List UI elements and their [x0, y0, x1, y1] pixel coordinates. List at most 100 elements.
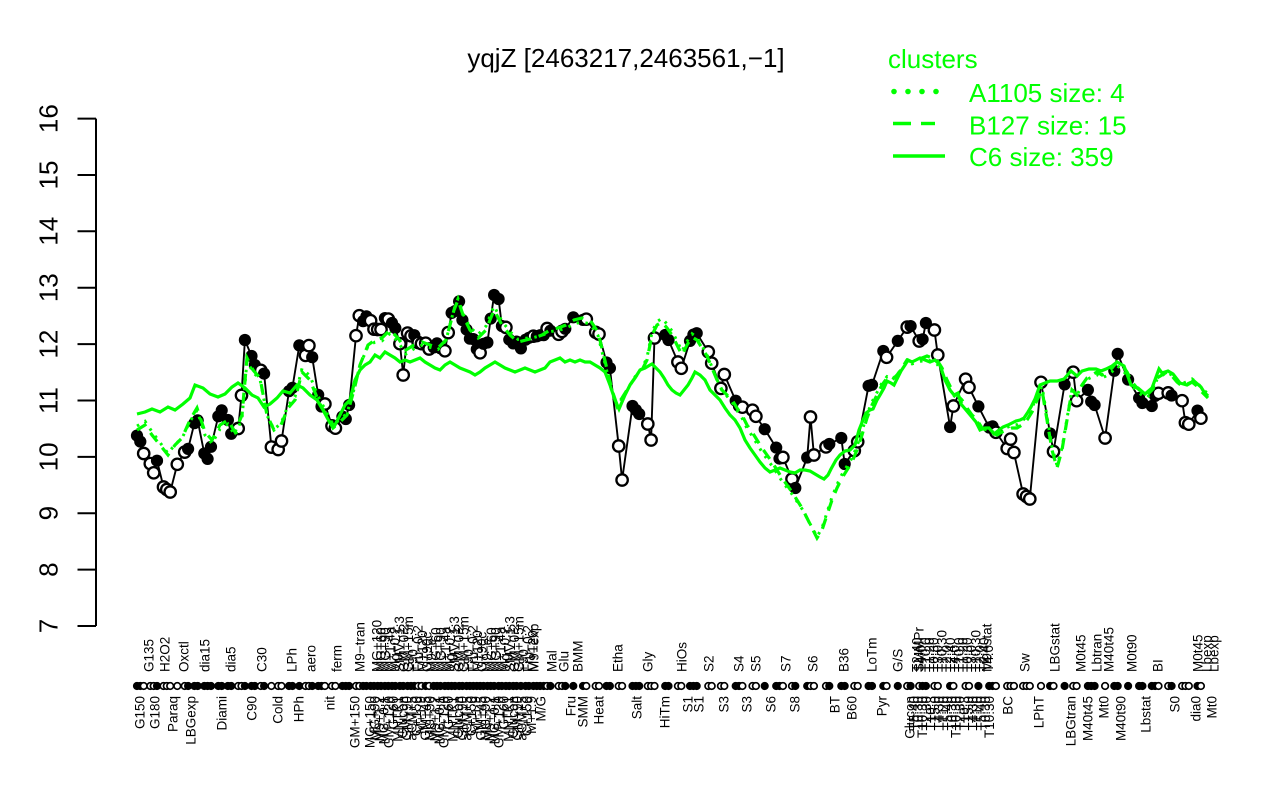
svg-text:M0t45: M0t45 [1074, 634, 1089, 672]
svg-text:GM+15m: GM+15m [512, 616, 527, 672]
svg-text:Paraq: Paraq [166, 696, 181, 732]
svg-text:S3: S3 [717, 696, 732, 713]
svg-text:T10:3: T10:3 [957, 696, 972, 731]
svg-text:S1: S1 [692, 696, 707, 713]
svg-text:SMV−1:3: SMV−1:3 [392, 616, 407, 672]
svg-text:T4:30: T4:30 [932, 696, 947, 731]
svg-text:Fru−0:2: Fru−0:2 [466, 625, 481, 672]
svg-text:M9+1:2: M9+1:2 [427, 696, 442, 741]
svg-text:M+120: M+120 [470, 630, 485, 672]
svg-text:GM+90: GM+90 [510, 696, 525, 741]
svg-text:Mal: Mal [545, 650, 560, 672]
svg-text:Glucon: Glucon [506, 696, 521, 739]
svg-text:+90: +90 [406, 649, 421, 672]
svg-text:Glucon: Glucon [903, 696, 918, 739]
svg-text:9: 9 [34, 506, 64, 520]
svg-text:Sw: Sw [1018, 653, 1033, 672]
svg-text:M9+1:2: M9+1:2 [483, 696, 498, 741]
svg-text:Mg−0:2: Mg−0:2 [443, 627, 458, 672]
svg-text:Etha: Etha [611, 644, 626, 672]
svg-text:B127 size: 15: B127 size: 15 [969, 111, 1127, 141]
svg-text:BI: BI [1151, 659, 1166, 672]
svg-text:T10:30: T10:30 [935, 630, 950, 672]
svg-text:dia0: dia0 [1189, 696, 1204, 722]
svg-text:MG+60: MG+60 [374, 627, 389, 672]
svg-text:M+120: M+120 [415, 630, 430, 672]
svg-text:GM−0:2: GM−0:2 [452, 624, 467, 672]
svg-text:GM+90: GM+90 [455, 696, 470, 741]
svg-text:M9+1:2: M9+1:2 [372, 696, 387, 741]
svg-text:MG+60: MG+60 [484, 627, 499, 672]
svg-text:Glu: Glu [557, 651, 572, 672]
svg-text:13: 13 [34, 273, 64, 302]
svg-text:BC: BC [1001, 696, 1016, 715]
svg-text:MG+60: MG+60 [429, 627, 444, 672]
svg-text:M0t45: M0t45 [1191, 634, 1206, 672]
svg-text:S0: S0 [1168, 696, 1183, 713]
svg-text:LBGexp: LBGexp [184, 696, 199, 745]
svg-text:M40t45: M40t45 [1102, 627, 1117, 672]
svg-text:yqjZ [2463217,2463561,−1]: yqjZ [2463217,2463561,−1] [467, 43, 784, 73]
svg-text:HiOs: HiOs [675, 642, 690, 672]
svg-text:T0:30: T0:30 [978, 696, 993, 731]
svg-text:M40t90: M40t90 [1114, 696, 1129, 741]
svg-text:B60: B60 [845, 696, 860, 720]
svg-text:T2:30: T2:30 [919, 696, 934, 731]
svg-text:T5:0: T5:0 [961, 696, 976, 723]
svg-text:T4:0: T4:0 [981, 645, 996, 672]
svg-text:T4:30: T4:30 [965, 696, 980, 731]
svg-text:LoTm: LoTm [865, 637, 880, 672]
svg-text:M+1:4a: M+1:4a [493, 626, 508, 672]
svg-text:C+150: C+150 [464, 696, 479, 736]
svg-text:LBGtran: LBGtran [1064, 696, 1079, 746]
svg-text:MNTK1: MNTK1 [501, 696, 516, 742]
svg-text:T5:0: T5:0 [928, 696, 943, 723]
svg-text:T2:30: T2:30 [953, 696, 968, 731]
svg-text:M9−e: M9−e [424, 638, 439, 672]
svg-text:GM+45: GM+45 [473, 696, 488, 741]
svg-text:T10:30: T10:30 [968, 630, 983, 672]
svg-text:M+1:9: M+1:9 [524, 696, 539, 734]
svg-text:Mt0: Mt0 [1097, 696, 1112, 719]
svg-text:S6: S6 [806, 655, 821, 672]
svg-text:T5:40: T5:40 [974, 696, 989, 731]
svg-text:T10:30: T10:30 [915, 696, 930, 738]
svg-text:M9−tran: M9−tran [353, 622, 368, 672]
svg-text:M9−e: M9−e [479, 638, 494, 672]
svg-text:SMMPr: SMMPr [912, 627, 927, 673]
svg-text:T2:0: T2:0 [973, 645, 988, 672]
svg-text:Lbexp: Lbexp [1200, 635, 1215, 672]
svg-text:M9−stat: M9−stat [980, 623, 995, 672]
svg-text:S3: S3 [740, 696, 755, 713]
svg-text:C90: C90 [245, 696, 260, 721]
svg-text:MG+90: MG+90 [433, 627, 448, 672]
svg-text:H2O2: H2O2 [158, 637, 173, 672]
svg-text:M+1:9: M+1:9 [414, 696, 429, 734]
svg-text:GM+45: GM+45 [418, 696, 433, 741]
svg-text:aGM+5: aGM+5 [515, 696, 530, 741]
svg-text:Lbexp: Lbexp [1207, 635, 1222, 672]
svg-text:clusters: clusters [888, 44, 978, 74]
svg-text:G+90c: G+90c [475, 632, 490, 672]
svg-text:T2:40: T2:40 [943, 637, 958, 672]
svg-text:T1:0: T1:0 [970, 696, 985, 723]
svg-text:G+90c: G+90c [420, 632, 435, 672]
svg-text:Mt0: Mt0 [1205, 696, 1220, 719]
svg-text:T1:0: T1:0 [936, 696, 951, 723]
svg-text:A1105 size: 4: A1105 size: 4 [969, 78, 1125, 108]
svg-text:GM+90: GM+90 [400, 696, 415, 741]
svg-text:G+60: G+60 [441, 696, 456, 729]
svg-text:MG−0:1: MG−0:1 [487, 696, 502, 744]
svg-text:MG+90: MG+90 [423, 696, 438, 741]
svg-text:M+1:9: M+1:9 [469, 696, 484, 734]
svg-text:T2:40: T2:40 [977, 637, 992, 672]
svg-text:C+150: C+150 [519, 696, 534, 736]
svg-text:MG+90: MG+90 [368, 696, 383, 741]
svg-text:12: 12 [34, 330, 64, 359]
svg-text:T0:30: T0:30 [926, 637, 941, 672]
svg-text:SMV−1:3: SMV−1:3 [447, 616, 462, 672]
svg-text:11: 11 [34, 387, 64, 414]
svg-text:Fru−0:2: Fru−0:2 [410, 625, 425, 672]
svg-text:M+1:4a: M+1:4a [383, 626, 398, 672]
svg-text:C6 size: 359: C6 size: 359 [969, 142, 1114, 172]
